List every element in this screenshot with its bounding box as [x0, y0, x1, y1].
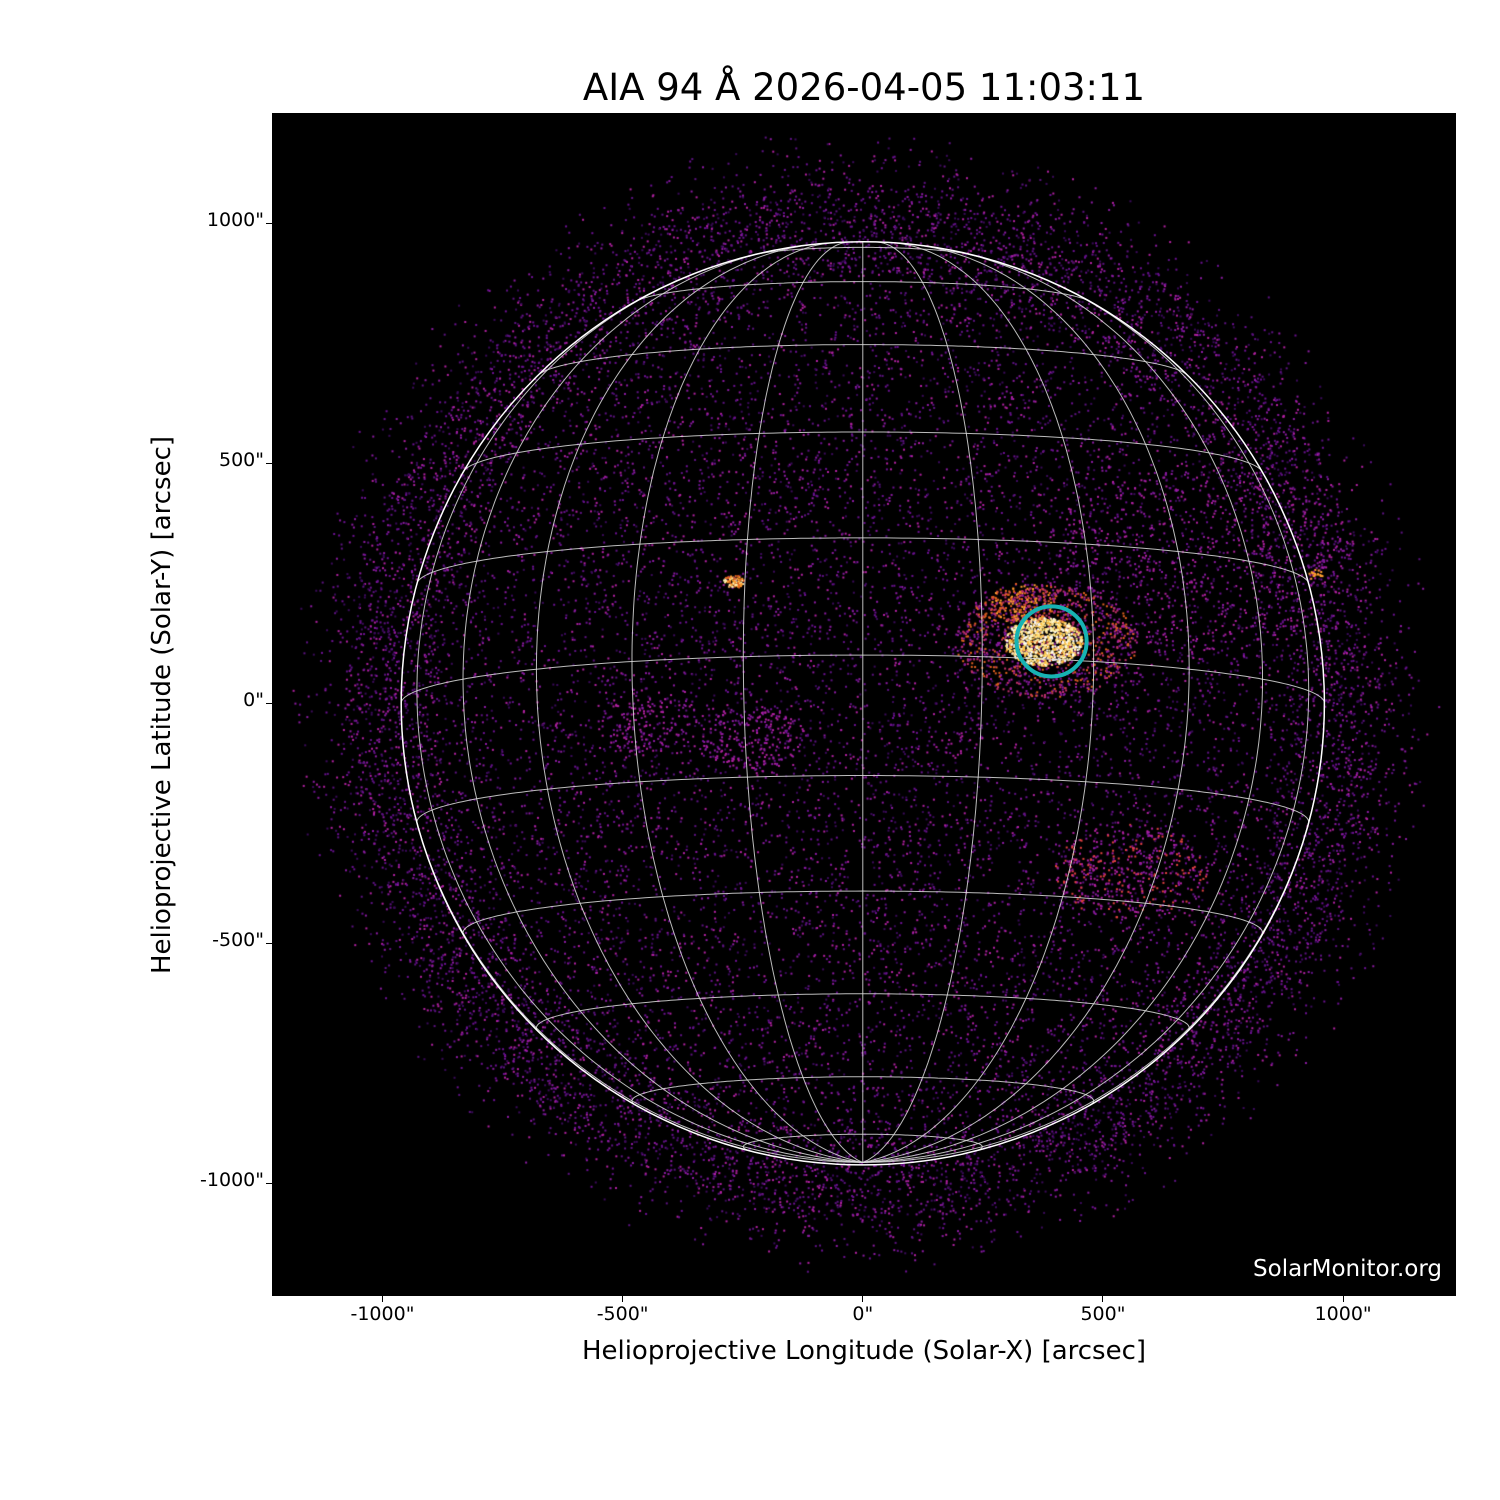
watermark: SolarMonitor.org [1253, 1256, 1442, 1282]
x-tick-label: 1000" [1314, 1303, 1372, 1325]
meridian-line [400, 703, 863, 1163]
x-tick-label: -1000" [350, 1303, 415, 1325]
parallel-line [742, 1133, 983, 1153]
x-tick-mark [1102, 1296, 1104, 1302]
meridian-line [535, 244, 863, 1163]
y-tick-label: 0" [243, 689, 264, 712]
active-region-marker [1014, 604, 1089, 679]
meridian-line [862, 275, 1310, 1163]
parallel-line [463, 431, 1262, 472]
parallel-line [753, 246, 973, 256]
y-tick-mark [266, 702, 272, 704]
parallel-line [535, 993, 1190, 1032]
parallel-line [631, 1076, 1095, 1106]
meridian-line [462, 248, 863, 1163]
solar-image-plot-area [272, 113, 1456, 1296]
parallel-line [462, 890, 1263, 936]
parallel-line [416, 537, 1309, 584]
x-tick-mark [622, 1296, 624, 1302]
solar-disk-image [272, 113, 1456, 1296]
meridian-line [742, 241, 863, 1163]
x-tick-label: 0" [852, 1303, 874, 1325]
x-tick-label: -500" [596, 1303, 649, 1325]
meridian-line [862, 241, 983, 1163]
heliographic-grid [400, 240, 1326, 1166]
parallel-line [416, 775, 1310, 823]
y-tick-mark [266, 1182, 272, 1184]
y-tick-mark [266, 942, 272, 944]
parallel-line [400, 654, 1325, 704]
y-tick-label: 500" [218, 449, 264, 472]
x-tick-mark [381, 1296, 383, 1302]
meridian-line [862, 244, 1190, 1163]
y-tick-label: 1000" [206, 209, 264, 232]
x-tick-mark [1342, 1296, 1344, 1302]
x-tick-mark [862, 1296, 864, 1302]
chart-title: AIA 94 Å 2026-04-05 11:03:11 [582, 66, 1146, 109]
solar-limb [400, 240, 1326, 1166]
y-tick-mark [266, 222, 272, 224]
meridian-line [862, 703, 1325, 1163]
y-tick-mark [266, 462, 272, 464]
meridian-line [862, 248, 1263, 1163]
x-tick-label: 500" [1080, 1303, 1126, 1325]
meridian-line [862, 242, 1095, 1163]
y-tick-label: -1000" [200, 1169, 264, 1192]
y-tick-label: -500" [212, 929, 264, 952]
parallel-line [538, 344, 1188, 375]
meridian-line [631, 242, 863, 1163]
x-axis-label: Helioprojective Longitude (Solar-X) [arc… [581, 1336, 1147, 1366]
y-axis-label: Helioprojective Latitude (Solar-Y) [arcs… [147, 435, 177, 975]
parallel-line [635, 281, 1090, 302]
meridian-line [416, 275, 863, 1163]
